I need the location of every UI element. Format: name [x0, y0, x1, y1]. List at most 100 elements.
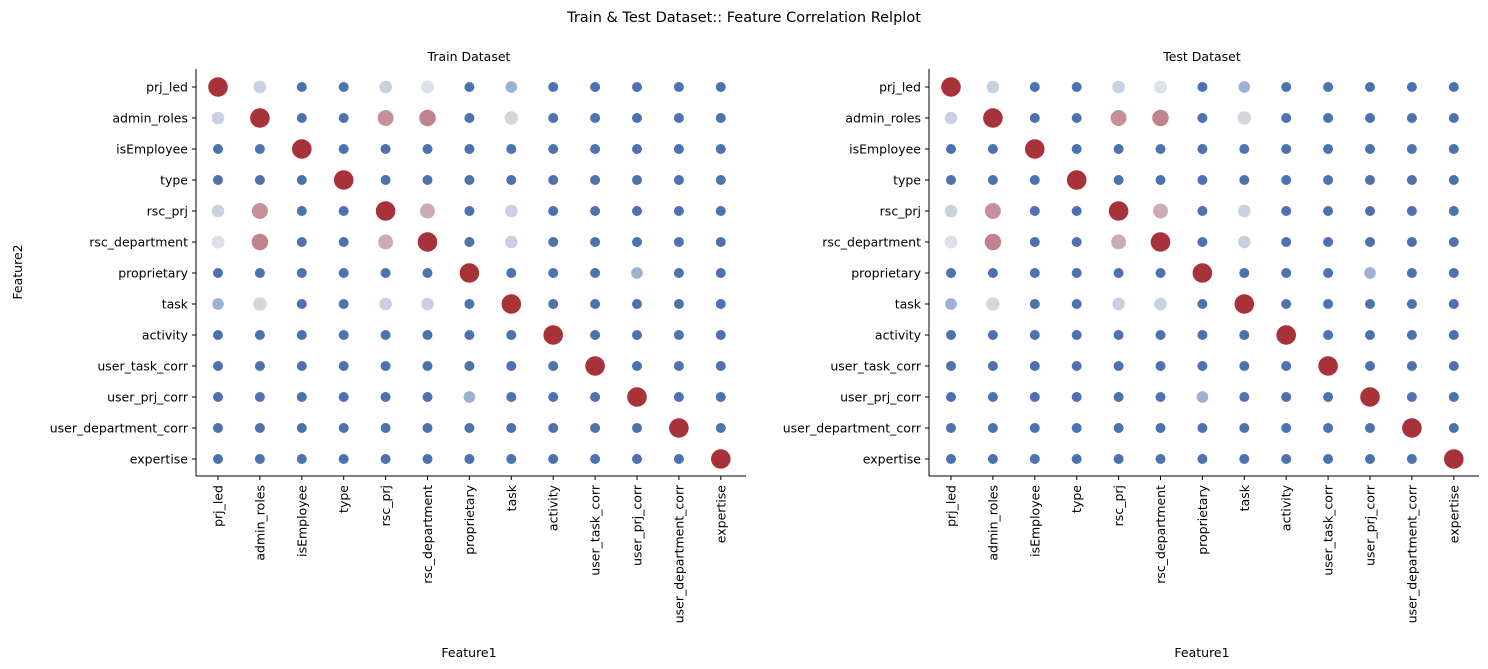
train-point-user_department_corr-isEmployee: [673, 144, 684, 154]
train-point-type-activity: [338, 330, 349, 340]
train-x-tick-label: user_department_corr: [671, 484, 686, 623]
train-y-tick-label: user_task_corr: [97, 359, 189, 374]
train-point-task-rsc_department: [505, 235, 518, 249]
train-point-rsc_department-user_department_corr: [422, 423, 433, 433]
test-y-tick-labels: prj_led admin_roles isEmployee type rsc_prjr…: [783, 80, 929, 467]
test-point-task-user_department_corr: [1239, 423, 1250, 433]
test-point-activity-user_task_corr: [1281, 361, 1292, 371]
test-y-tick-label: rsc_department: [822, 235, 921, 250]
train-point-user_task_corr-rsc_prj: [590, 206, 601, 216]
train-point-rsc_department-rsc_prj: [420, 203, 435, 219]
train-point-user_prj_corr-user_department_corr: [632, 423, 642, 433]
train-point-user_department_corr-rsc_prj: [673, 206, 684, 216]
train-point-prj_led-admin_roles: [211, 111, 225, 125]
test-point-rsc_prj-user_department_corr: [1113, 423, 1124, 433]
train-point-user_department_corr-proprietary: [673, 268, 684, 278]
train-point-user_prj_corr-expertise: [632, 454, 642, 464]
train-point-user_department_corr-expertise: [673, 454, 684, 464]
train-point-type-rsc_prj: [338, 206, 349, 216]
test-x-tick-label: expertise: [1446, 485, 1461, 544]
test-point-activity-rsc_prj: [1281, 206, 1292, 216]
test-point-expertise-activity: [1448, 330, 1459, 340]
train-point-type-admin_roles: [338, 113, 349, 123]
train-point-prj_led-expertise: [213, 454, 223, 464]
train-point-proprietary-isEmployee: [464, 144, 475, 154]
train-point-type-prj_led: [338, 82, 349, 92]
train-y-tick-labels: prj_led admin_roles isEmployee type rsc_prjr…: [50, 80, 196, 467]
train-point-user_prj_corr-proprietary: [631, 267, 643, 279]
test-x-tick-label: task: [1237, 484, 1252, 511]
train-x-tick-label: rsc_prj: [378, 485, 393, 526]
test-point-expertise-prj_led: [1448, 82, 1459, 92]
train-x-tick-label: prj_led: [211, 485, 226, 527]
train-point-activity-rsc_prj: [548, 206, 559, 216]
test-point-rsc_prj-admin_roles: [1110, 110, 1127, 126]
test-point-expertise-rsc_department: [1448, 237, 1459, 247]
test-point-prj_led-prj_led: [941, 77, 961, 97]
test-point-prj_led-user_prj_corr: [946, 392, 956, 402]
train-point-isEmployee-prj_led: [296, 82, 307, 92]
train-point-user_task_corr-activity: [590, 330, 601, 340]
test-point-user_prj_corr-rsc_prj: [1365, 206, 1375, 216]
train-point-prj_led-user_task_corr: [213, 361, 223, 371]
test-point-rsc_prj-rsc_prj: [1108, 201, 1129, 221]
train-point-task-task: [501, 294, 522, 314]
test-point-user_department_corr-user_task_corr: [1406, 361, 1417, 371]
train-x-tick-label: isEmployee: [294, 485, 309, 557]
test-point-user_department_corr-user_prj_corr: [1406, 392, 1417, 402]
train-point-user_prj_corr-prj_led: [632, 82, 642, 92]
test-point-expertise-user_prj_corr: [1448, 392, 1459, 402]
train-point-user_prj_corr-rsc_prj: [632, 206, 642, 216]
test-x-tick-labels: prj_led admin_roles isEmployee type rsc_prj r…: [944, 476, 1461, 623]
test-point-isEmployee-prj_led: [1029, 82, 1040, 92]
test-point-type-user_task_corr: [1071, 361, 1082, 371]
train-y-tick-label: type: [160, 173, 188, 188]
test-point-user_department_corr-rsc_prj: [1406, 206, 1417, 216]
train-y-tick-label: isEmployee: [116, 142, 188, 157]
train-point-user_department_corr-admin_roles: [673, 113, 684, 123]
train-y-tick-label: admin_roles: [112, 111, 188, 126]
train-point-task-user_task_corr: [506, 361, 517, 371]
test-point-user_prj_corr-task: [1365, 299, 1375, 309]
train-point-prj_led-user_prj_corr: [213, 392, 223, 402]
train-point-admin_roles-activity: [254, 330, 265, 340]
test-point-prj_led-activity: [946, 330, 956, 340]
train-point-rsc_department-task: [421, 297, 434, 311]
train-point-user_task_corr-type: [590, 175, 601, 185]
train-point-user_department_corr-activity: [673, 330, 684, 340]
test-point-activity-admin_roles: [1281, 113, 1292, 123]
test-y-tick-label: prj_led: [879, 80, 921, 95]
test-x-tick-label: proprietary: [1195, 484, 1210, 554]
test-point-rsc_department-admin_roles: [1152, 109, 1169, 127]
test-y-tick-label: type: [893, 173, 921, 188]
train-point-user_prj_corr-isEmployee: [632, 144, 642, 154]
test-point-user_task_corr-rsc_department: [1323, 237, 1334, 247]
train-point-rsc_department-rsc_department: [417, 232, 438, 252]
train-y-tick-label: task: [162, 297, 189, 312]
test-point-isEmployee-proprietary: [1029, 268, 1040, 278]
test-point-user_task_corr-user_prj_corr: [1323, 392, 1334, 402]
test-y-tick-label: rsc_prj: [880, 204, 921, 219]
train-point-user_task_corr-task: [590, 299, 601, 309]
train-x-tick-label: task: [504, 484, 519, 511]
train-point-type-type: [333, 170, 354, 190]
test-point-expertise-type: [1448, 175, 1459, 185]
train-point-rsc_department-activity: [422, 330, 433, 340]
train-point-proprietary-activity: [464, 330, 475, 340]
train-point-isEmployee-expertise: [296, 454, 307, 464]
train-point-task-prj_led: [505, 81, 518, 93]
test-x-tick-label: rsc_department: [1153, 485, 1168, 584]
train-point-type-proprietary: [338, 268, 349, 278]
test-point-isEmployee-type: [1029, 175, 1040, 185]
test-point-rsc_department-expertise: [1155, 454, 1166, 464]
test-point-task-rsc_department: [1238, 235, 1251, 249]
test-point-group: [941, 77, 1464, 469]
test-point-proprietary-user_prj_corr: [1196, 391, 1209, 403]
test-x-tick-label: user_task_corr: [1321, 484, 1336, 576]
test-point-admin_roles-admin_roles: [983, 108, 1003, 128]
test-point-rsc_prj-type: [1113, 175, 1124, 185]
test-point-proprietary-user_department_corr: [1197, 423, 1208, 433]
train-point-activity-user_department_corr: [548, 423, 559, 433]
test-point-user_task_corr-prj_led: [1323, 82, 1334, 92]
test-point-task-isEmployee: [1239, 144, 1250, 154]
